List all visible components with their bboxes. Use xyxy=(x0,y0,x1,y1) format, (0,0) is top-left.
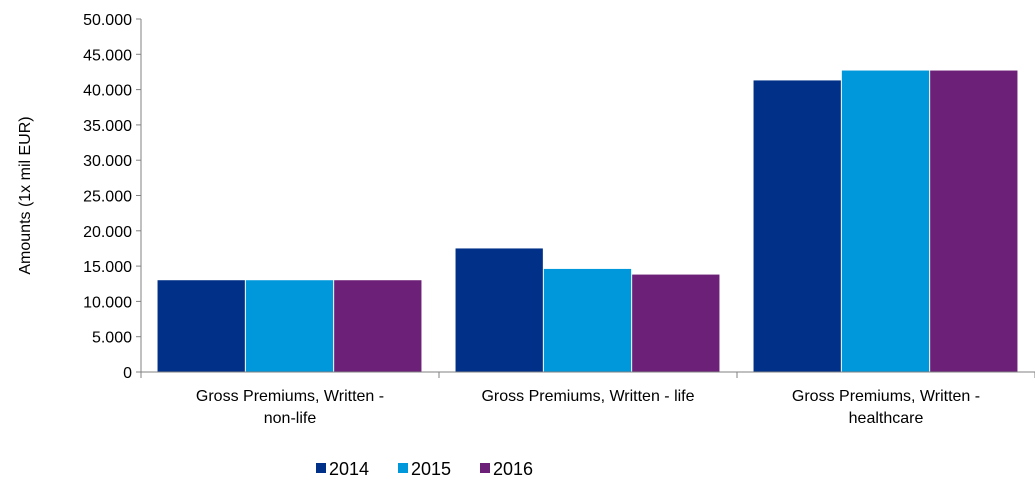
legend-swatch-2014 xyxy=(316,463,326,473)
y-tick-label: 25.000 xyxy=(83,189,132,206)
y-tick-label: 10.000 xyxy=(83,294,132,311)
bar-2014-2 xyxy=(753,80,841,372)
bar-2016-1 xyxy=(632,274,720,372)
legend-swatch-2015 xyxy=(398,463,408,473)
legend: 2014 2015 2016 xyxy=(316,459,533,479)
bar-2015-2 xyxy=(841,70,930,373)
y-tick-label: 35.000 xyxy=(83,118,132,135)
y-axis-label: Amounts (1x mil EUR) xyxy=(17,116,34,274)
x-category-label: non-life xyxy=(264,410,317,427)
bar-2014-1 xyxy=(455,248,543,372)
y-tick-label: 50.000 xyxy=(83,12,132,29)
y-tick-label: 40.000 xyxy=(83,83,132,100)
x-category-label: healthcare xyxy=(849,410,924,427)
bar-2016-2 xyxy=(930,70,1018,373)
legend-label-2014: 2014 xyxy=(329,459,369,479)
x-category-label: Gross Premiums, Written - xyxy=(792,388,980,405)
y-tick-label: 5.000 xyxy=(92,330,132,347)
y-tick-label: 20.000 xyxy=(83,224,132,241)
bars xyxy=(157,70,1018,373)
bar-2016-0 xyxy=(334,280,422,372)
bar-2015-1 xyxy=(543,268,632,372)
legend-label-2015: 2015 xyxy=(411,459,451,479)
x-axis: Gross Premiums, Written - non-life Gross P… xyxy=(140,371,1035,427)
y-tick-label: 15.000 xyxy=(83,259,132,276)
y-tick-label: 0 xyxy=(123,365,132,382)
bar-2015-0 xyxy=(245,280,334,372)
y-tick-label: 45.000 xyxy=(83,47,132,64)
bar-2014-0 xyxy=(157,280,245,372)
y-tick-label: 30.000 xyxy=(83,153,132,170)
x-category-label: Gross Premiums, Written - xyxy=(196,388,384,405)
x-category-label: Gross Premiums, Written - life xyxy=(481,388,694,405)
legend-swatch-2016 xyxy=(480,463,490,473)
legend-label-2016: 2016 xyxy=(493,459,533,479)
y-axis: 0 5.000 10.000 15.000 20.000 25.000 30.000 35.0… xyxy=(83,12,142,382)
